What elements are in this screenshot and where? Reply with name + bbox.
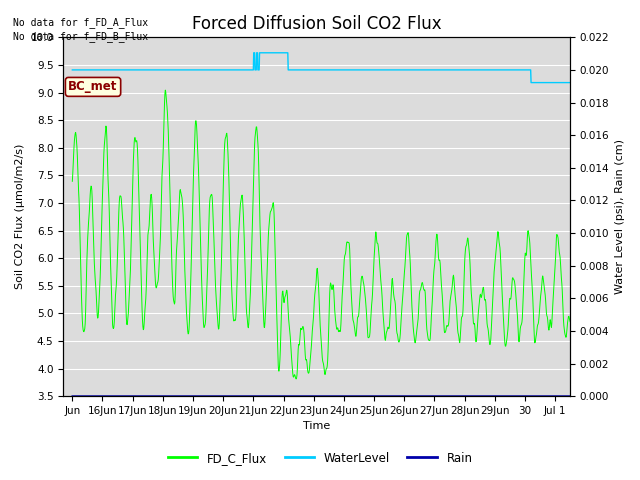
Text: No data for f_FD_A_Flux: No data for f_FD_A_Flux bbox=[13, 17, 148, 28]
Y-axis label: Soil CO2 Flux (μmol/m2/s): Soil CO2 Flux (μmol/m2/s) bbox=[15, 144, 25, 289]
Text: BC_met: BC_met bbox=[68, 80, 118, 94]
Text: No data for f_FD_B_Flux: No data for f_FD_B_Flux bbox=[13, 31, 148, 42]
Legend: FD_C_Flux, WaterLevel, Rain: FD_C_Flux, WaterLevel, Rain bbox=[163, 447, 477, 469]
Y-axis label: Water Level (psi), Rain (cm): Water Level (psi), Rain (cm) bbox=[615, 139, 625, 294]
X-axis label: Time: Time bbox=[303, 421, 330, 432]
Title: Forced Diffusion Soil CO2 Flux: Forced Diffusion Soil CO2 Flux bbox=[192, 15, 442, 33]
